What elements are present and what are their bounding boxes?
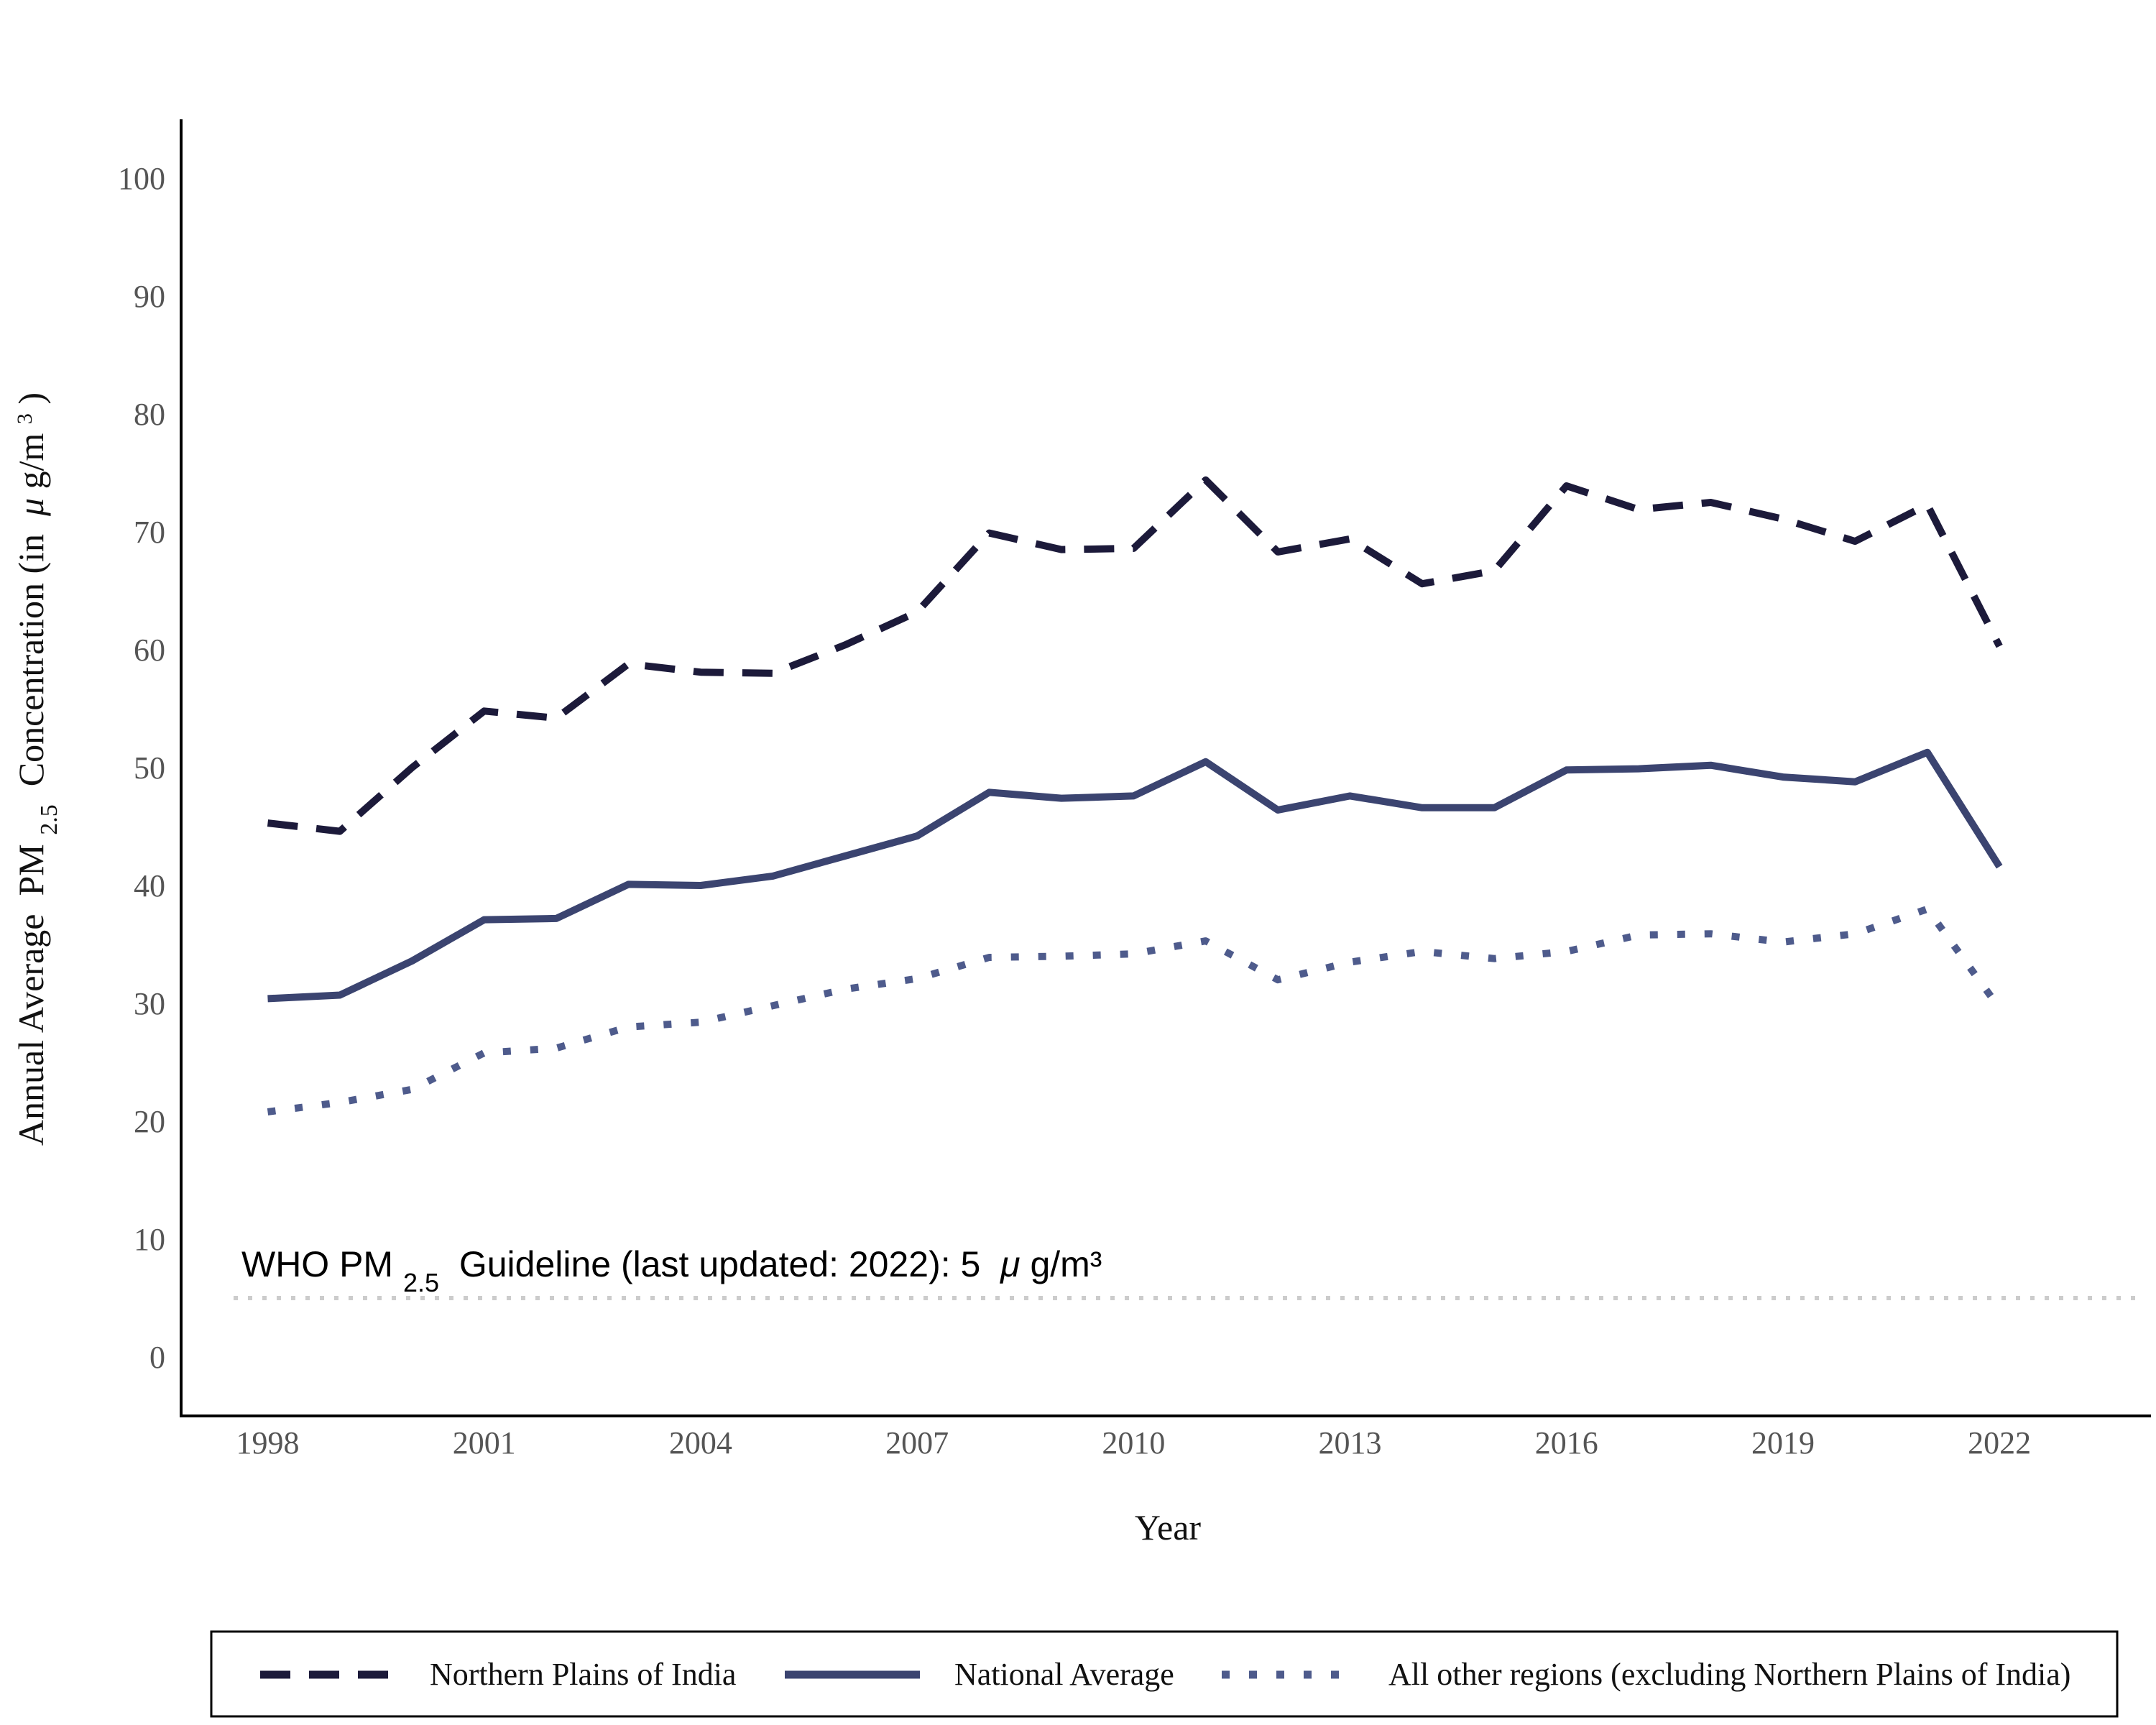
- legend-label-northern-plains: Northern Plains of India: [430, 1657, 736, 1692]
- y-tick-label: 70: [134, 515, 165, 550]
- x-axis-title: Year: [1135, 1507, 1201, 1547]
- y-title-pm-sub: 2.5: [36, 804, 63, 835]
- x-tick-label: 2013: [1319, 1425, 1382, 1460]
- x-tick-label: 2004: [669, 1425, 732, 1460]
- legend-label-other-regions: All other regions (excluding Northern Pl…: [1388, 1657, 2070, 1692]
- x-tick-labels: 1998 2001 2004 2007 2010 2013 2016 2019 2022: [236, 1425, 2031, 1460]
- series-line-national-average: [267, 748, 2003, 1003]
- y-tick-label: 60: [134, 632, 165, 668]
- y-title-sup: 3: [13, 413, 37, 424]
- y-tick-label: 10: [134, 1222, 165, 1257]
- series-lines: [267, 476, 2003, 1116]
- y-title-mu: μ: [11, 498, 51, 517]
- y-tick-label: 80: [134, 397, 165, 432]
- y-tick-label: 30: [134, 986, 165, 1021]
- ref-label-unit: g/m³: [1030, 1244, 1102, 1284]
- ref-label-mid: Guideline (last updated: 2022): 5: [449, 1244, 990, 1284]
- y-tick-label: 0: [149, 1340, 165, 1375]
- x-tick-label: 2010: [1102, 1425, 1165, 1460]
- who-guideline-label: WHO PM 2.5 Guideline (last updated: 2022…: [241, 1244, 1102, 1297]
- ref-label-mu: μ: [999, 1244, 1020, 1284]
- y-title-mid: Concentration (in: [11, 525, 51, 795]
- ref-label-prefix: WHO PM: [241, 1244, 393, 1284]
- y-axis-title: Annual Average PM 2.5 Concentration (in …: [11, 392, 63, 1146]
- x-tick-label: 2022: [1968, 1425, 2031, 1460]
- legend-label-national-average: National Average: [954, 1657, 1174, 1692]
- y-title-suffix: ): [11, 392, 51, 405]
- x-tick-label: 1998: [236, 1425, 299, 1460]
- ref-label-sub: 2.5: [403, 1268, 439, 1297]
- axes: [180, 119, 2151, 1417]
- series-line-all-other-regions-excluding-northern-plains-of-india: [267, 905, 2003, 1116]
- y-tick-label: 90: [134, 279, 165, 314]
- y-tick-label: 100: [118, 161, 165, 196]
- series-line-northern-plains-of-india: [267, 476, 2003, 835]
- x-tick-label: 2007: [885, 1425, 949, 1460]
- y-title-pm: PM: [11, 844, 51, 896]
- y-tick-label: 20: [134, 1104, 165, 1139]
- y-tick-label: 50: [134, 750, 165, 786]
- y-tick-label: 40: [134, 868, 165, 903]
- x-tick-label: 2019: [1751, 1425, 1815, 1460]
- legend: Northern Plains of India National Averag…: [210, 1630, 2119, 1718]
- x-tick-label: 2016: [1535, 1425, 1598, 1460]
- x-tick-label: 2001: [453, 1425, 516, 1460]
- y-tick-labels: 0 10 20 30 40 50 60 70 80 90 100: [118, 161, 165, 1375]
- y-title-unit: g/m: [11, 433, 51, 489]
- y-title-prefix: Annual Average: [11, 905, 51, 1146]
- legend-box: [210, 1630, 2119, 1718]
